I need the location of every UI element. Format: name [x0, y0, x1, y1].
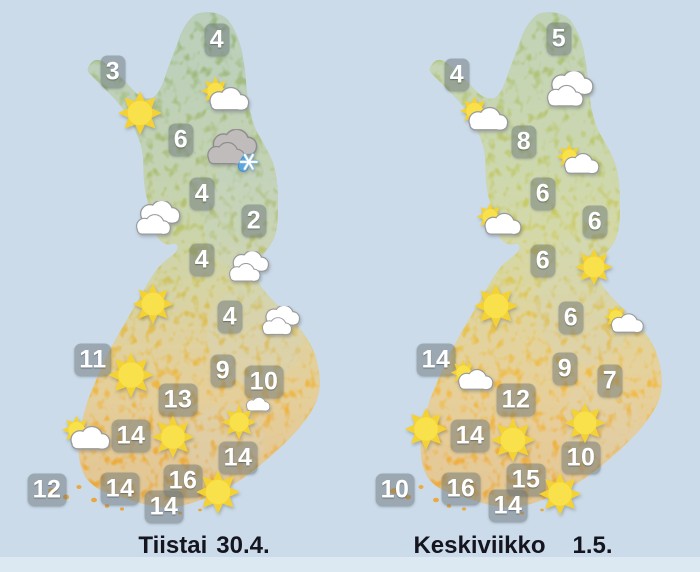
caption-day: Tiistai [138, 532, 208, 559]
caption-tiistai: Tiistai 30.4. [138, 532, 269, 560]
caption-keskiviikko: Keskiviikko 1.5. [413, 532, 612, 560]
caption-day: Keskiviikko [413, 532, 546, 559]
footer-band [0, 557, 700, 572]
caption-date: 1.5. [572, 532, 613, 559]
caption-date: 30.4. [216, 532, 270, 559]
map-shape-keskiviikko [390, 12, 662, 515]
map-shape-tiistai [48, 12, 320, 515]
